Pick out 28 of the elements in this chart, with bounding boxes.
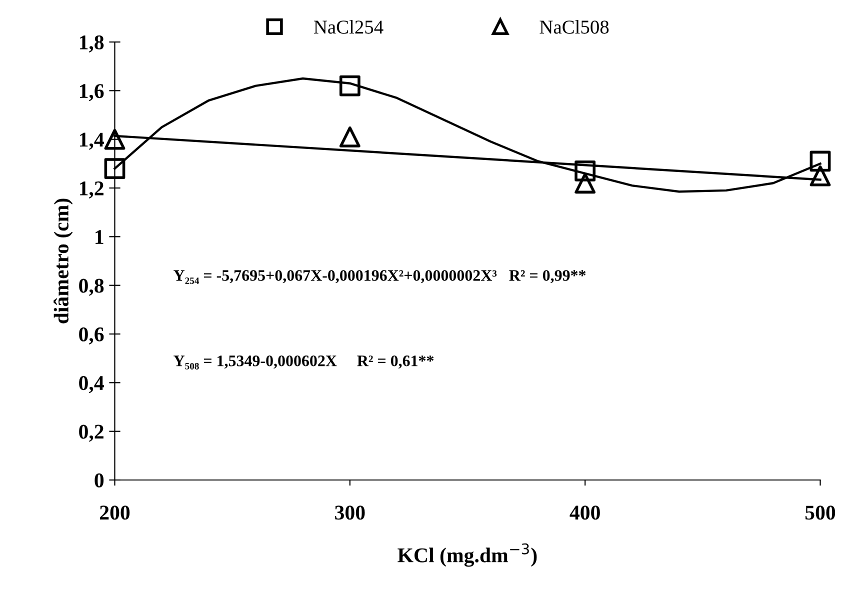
legend-label: NaCl254 — [314, 20, 384, 34]
annotation: Y₂₅₄ = -5,7695+0,067X-0,000196X²+0,0000002X³ R² = 0,99** — [174, 270, 586, 284]
point — [104, 128, 126, 150]
y-tick-label: 0 — [94, 473, 104, 488]
y-tick-label: 1,2 — [80, 181, 104, 198]
annotation: Y₅₀₈ = 1,5349-0,000602X R² = 0,61** — [174, 356, 434, 370]
point — [339, 126, 360, 148]
y-tick-label: 1 — [96, 230, 104, 244]
x-axis-title: KCl (mg.dm$^{−3}$) — [398, 543, 537, 567]
x-tick-label: 500 — [805, 506, 836, 520]
y-tick-label: 0,4 — [79, 376, 104, 394]
point — [810, 165, 831, 186]
point — [810, 150, 831, 172]
y-tick-label: 1,8 — [80, 35, 104, 52]
y-axis-title: diâmetro (cm) — [54, 198, 73, 324]
legend-label: NaCl508 — [540, 20, 609, 34]
x-tick-label: 200 — [100, 506, 130, 520]
point — [574, 160, 596, 182]
y-tick-label: 0,6 — [79, 327, 104, 344]
point — [104, 158, 126, 179]
x-tick-label: 400 — [570, 506, 600, 520]
y-tick-label: 1,4 — [80, 132, 104, 150]
point — [574, 172, 596, 194]
y-tick-label: 1,6 — [80, 84, 104, 102]
x-tick-label: 300 — [335, 506, 365, 520]
y-tick-label: 0,8 — [79, 278, 104, 296]
point — [339, 75, 360, 96]
y-tick-label: 0,2 — [79, 424, 104, 442]
